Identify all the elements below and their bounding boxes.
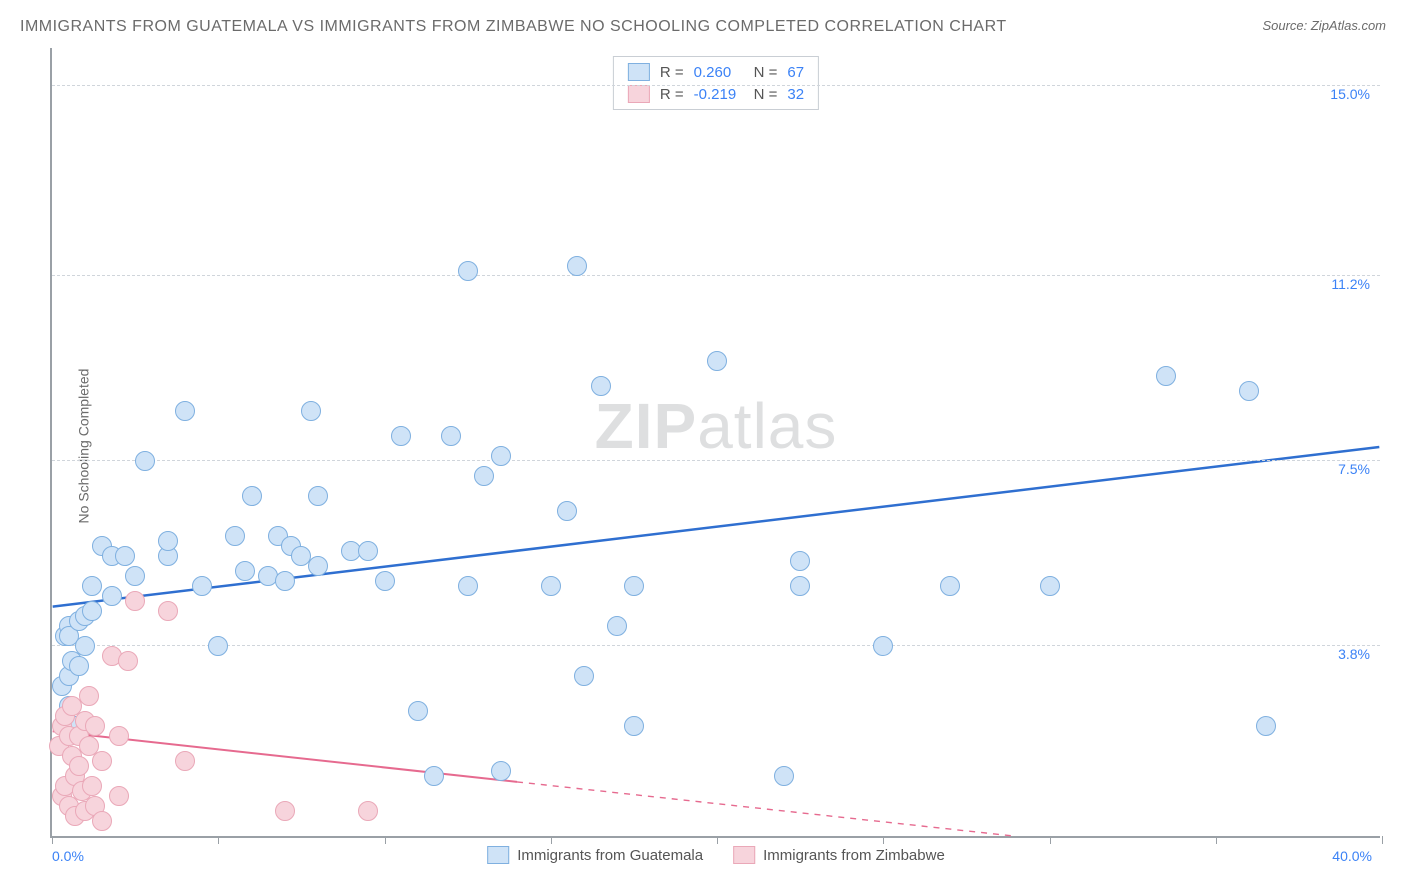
gridline	[52, 85, 1380, 86]
gridline	[52, 460, 1380, 461]
data-point	[591, 376, 611, 396]
data-point	[375, 571, 395, 591]
x-tick	[218, 836, 219, 844]
data-point	[458, 576, 478, 596]
legend-swatch	[487, 846, 509, 864]
legend-item: Immigrants from Zimbabwe	[733, 846, 945, 864]
plot-area: ZIPatlas R =0.260N =67R =-0.219N =32 0.0…	[50, 48, 1380, 838]
data-point	[707, 351, 727, 371]
x-tick	[883, 836, 884, 844]
data-point	[574, 666, 594, 686]
data-point	[541, 576, 561, 596]
x-tick	[52, 836, 53, 844]
data-point	[109, 786, 129, 806]
data-point	[358, 541, 378, 561]
data-point	[225, 526, 245, 546]
data-point	[624, 576, 644, 596]
data-point	[125, 591, 145, 611]
data-point	[557, 501, 577, 521]
series-legend: Immigrants from Guatemala Immigrants from…	[487, 846, 945, 864]
data-point	[774, 766, 794, 786]
x-tick	[1216, 836, 1217, 844]
y-tick-label: 7.5%	[1338, 461, 1370, 477]
data-point	[624, 716, 644, 736]
data-point	[82, 776, 102, 796]
data-point	[873, 636, 893, 656]
data-point	[940, 576, 960, 596]
data-point	[69, 756, 89, 776]
data-point	[69, 656, 89, 676]
data-point	[275, 801, 295, 821]
data-point	[175, 751, 195, 771]
data-point	[92, 811, 112, 831]
data-point	[301, 401, 321, 421]
x-axis-end-label: 40.0%	[1332, 848, 1372, 864]
data-point	[75, 636, 95, 656]
y-tick-label: 3.8%	[1338, 646, 1370, 662]
x-tick	[385, 836, 386, 844]
data-point	[790, 551, 810, 571]
data-point	[607, 616, 627, 636]
data-point	[441, 426, 461, 446]
data-point	[308, 556, 328, 576]
data-point	[125, 566, 145, 586]
data-point	[408, 701, 428, 721]
source-label: Source: ZipAtlas.com	[1262, 18, 1386, 33]
data-point	[208, 636, 228, 656]
trend-line	[53, 447, 1380, 607]
data-point	[424, 766, 444, 786]
x-tick	[1050, 836, 1051, 844]
data-point	[491, 446, 511, 466]
data-point	[115, 546, 135, 566]
x-tick	[1382, 836, 1383, 844]
data-point	[275, 571, 295, 591]
data-point	[458, 261, 478, 281]
data-point	[158, 531, 178, 551]
data-point	[118, 651, 138, 671]
data-point	[790, 576, 810, 596]
data-point	[102, 586, 122, 606]
data-point	[79, 686, 99, 706]
data-point	[567, 256, 587, 276]
data-point	[308, 486, 328, 506]
gridline	[52, 645, 1380, 646]
data-point	[109, 726, 129, 746]
x-tick	[717, 836, 718, 844]
data-point	[242, 486, 262, 506]
x-tick	[551, 836, 552, 844]
trend-lines-svg	[52, 48, 1380, 836]
data-point	[1256, 716, 1276, 736]
data-point	[391, 426, 411, 446]
legend-label: Immigrants from Zimbabwe	[763, 847, 945, 864]
trend-line-dashed	[517, 782, 1013, 836]
legend-item: Immigrants from Guatemala	[487, 846, 703, 864]
data-point	[358, 801, 378, 821]
legend-swatch	[733, 846, 755, 864]
data-point	[92, 751, 112, 771]
x-axis-start-label: 0.0%	[52, 848, 84, 864]
gridline	[52, 275, 1380, 276]
data-point	[474, 466, 494, 486]
data-point	[135, 451, 155, 471]
y-tick-label: 15.0%	[1330, 86, 1370, 102]
chart-title: IMMIGRANTS FROM GUATEMALA VS IMMIGRANTS …	[20, 18, 1007, 36]
data-point	[1040, 576, 1060, 596]
data-point	[158, 601, 178, 621]
legend-label: Immigrants from Guatemala	[517, 847, 703, 864]
data-point	[85, 716, 105, 736]
data-point	[175, 401, 195, 421]
data-point	[235, 561, 255, 581]
y-tick-label: 11.2%	[1331, 276, 1370, 292]
data-point	[491, 761, 511, 781]
data-point	[1239, 381, 1259, 401]
data-point	[82, 601, 102, 621]
data-point	[82, 576, 102, 596]
data-point	[192, 576, 212, 596]
data-point	[1156, 366, 1176, 386]
